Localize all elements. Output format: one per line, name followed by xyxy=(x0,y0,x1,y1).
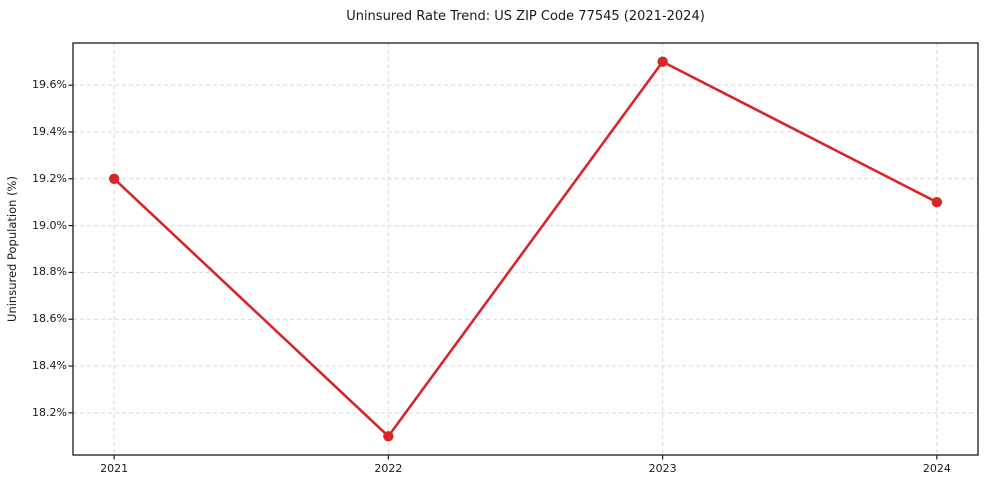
y-tick-label: 18.4% xyxy=(32,359,67,373)
y-tick-label: 19.6% xyxy=(32,78,67,92)
y-tick-label: 18.2% xyxy=(32,405,67,419)
y-tick-label: 18.6% xyxy=(32,312,67,326)
axes-spines xyxy=(72,42,979,456)
x-tick-label: 2024 xyxy=(922,462,951,475)
x-tick-label: 2023 xyxy=(648,462,677,475)
data-point-marker xyxy=(383,431,394,442)
data-point-marker xyxy=(108,173,120,184)
y-tick-label: 19.4% xyxy=(32,124,67,138)
x-tick-label: 2022 xyxy=(374,462,403,475)
y-tick-label: 19.0% xyxy=(32,218,67,232)
data-point-marker xyxy=(657,56,668,67)
y-tick-label: 18.8% xyxy=(32,265,67,279)
trend-line xyxy=(112,60,939,438)
data-point-marker xyxy=(931,196,943,208)
chart-title: Uninsured Rate Trend: US ZIP Code 77545 … xyxy=(346,9,705,24)
y-axis-label: Uninsured Population (%) xyxy=(5,176,19,322)
y-tick-label: 19.2% xyxy=(32,171,67,185)
x-tick-label: 2021 xyxy=(100,462,129,475)
